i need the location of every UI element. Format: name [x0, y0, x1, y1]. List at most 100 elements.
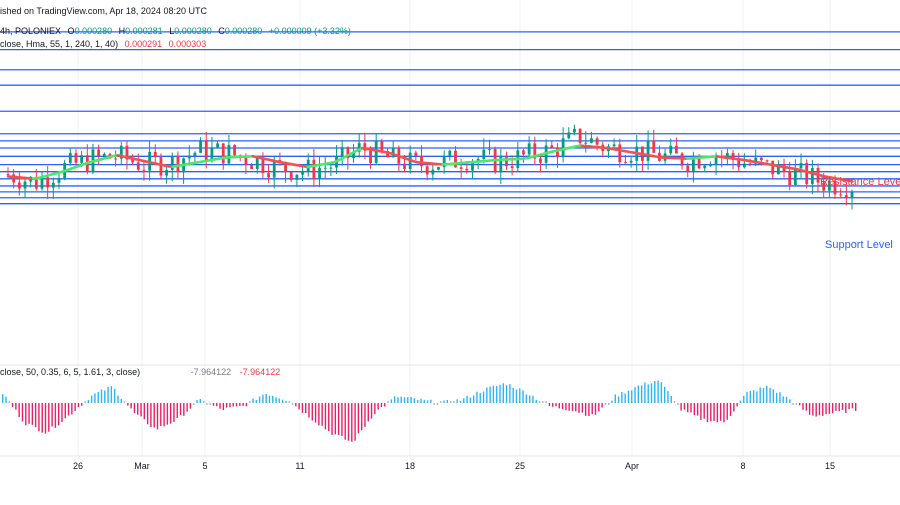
- histogram-bar: [713, 403, 714, 421]
- histogram-bar: [272, 396, 273, 403]
- histogram-bar: [657, 380, 658, 403]
- histogram-bar: [536, 400, 537, 403]
- candle-body: [550, 145, 553, 147]
- publish-line: ished on TradingView.com, Apr 18, 2024 0…: [0, 6, 207, 16]
- histogram-bar: [815, 403, 816, 417]
- candle-body: [431, 170, 434, 175]
- histogram-bar: [611, 401, 612, 403]
- histogram-bar: [180, 403, 181, 415]
- histogram-bar: [114, 389, 115, 403]
- histogram-bar: [848, 403, 849, 409]
- histogram-bar: [351, 403, 352, 442]
- candle-body: [324, 168, 327, 169]
- histogram-bar: [690, 403, 691, 412]
- histogram-bar: [219, 403, 220, 409]
- candle-body: [511, 166, 514, 168]
- histogram-bar: [565, 403, 566, 410]
- histogram-bar: [279, 398, 280, 403]
- candle-body: [177, 156, 180, 173]
- histogram-bar: [226, 403, 227, 408]
- histogram-bar: [697, 403, 698, 416]
- histogram-bar: [595, 403, 596, 415]
- histogram-bar: [578, 403, 579, 413]
- histogram-bar: [239, 403, 240, 406]
- histogram-bar: [773, 389, 774, 403]
- histogram-bar: [694, 403, 695, 415]
- candle-body: [800, 163, 803, 168]
- histogram-bar: [552, 403, 553, 407]
- histogram-bar: [440, 401, 441, 403]
- histogram-bar: [717, 403, 718, 422]
- histogram-bar: [542, 401, 543, 403]
- histogram-bar: [433, 403, 434, 405]
- candle-body: [845, 195, 848, 198]
- candle-body: [692, 158, 695, 171]
- histogram-bar: [206, 403, 207, 405]
- histogram-bar: [101, 389, 102, 403]
- histogram-bar: [532, 396, 533, 403]
- histogram-bar: [832, 403, 833, 413]
- histogram-bar: [763, 388, 764, 403]
- histogram-bar: [335, 403, 336, 434]
- histogram-bar: [391, 399, 392, 403]
- histogram-bar: [397, 397, 398, 403]
- histogram-bar: [259, 397, 260, 403]
- candle-body: [805, 163, 808, 184]
- histogram-bar: [200, 399, 201, 403]
- histogram-bar: [196, 400, 197, 403]
- histogram-bar: [289, 401, 290, 403]
- candle-body: [103, 154, 106, 156]
- x-tick-label: Apr: [625, 461, 639, 471]
- histogram-bar: [246, 403, 247, 406]
- candle-body: [7, 174, 10, 175]
- histogram-bar: [183, 403, 184, 416]
- histogram-bar: [654, 381, 655, 403]
- histogram-bar: [493, 386, 494, 403]
- histogram-bar: [55, 403, 56, 428]
- candle-body: [52, 183, 55, 188]
- histogram-bar: [516, 390, 517, 403]
- histogram-bar: [22, 403, 23, 421]
- histogram-bar: [269, 396, 270, 403]
- histogram-bar: [750, 391, 751, 403]
- histogram-bar: [829, 403, 830, 414]
- histogram-bar: [799, 403, 800, 405]
- histogram-bar: [769, 388, 770, 403]
- candle-body: [851, 192, 854, 198]
- histogram-bar: [575, 403, 576, 411]
- candle-body: [737, 160, 740, 167]
- x-tick-label: 25: [515, 461, 525, 471]
- histogram-bar: [84, 401, 85, 403]
- histogram-bar: [15, 403, 16, 410]
- x-tick-label: Mar: [134, 461, 150, 471]
- histogram-bar: [456, 399, 457, 403]
- histogram-bar: [427, 400, 428, 403]
- histogram-bar: [740, 401, 741, 403]
- histogram-bar: [572, 403, 573, 411]
- histogram-bar: [759, 388, 760, 403]
- histogram-bar: [9, 401, 10, 403]
- candle-body: [380, 141, 383, 151]
- histogram-bar: [91, 395, 92, 403]
- histogram-bar: [437, 403, 438, 405]
- histogram-bar: [443, 401, 444, 403]
- histogram-bar: [157, 403, 158, 429]
- histogram-bar: [173, 403, 174, 422]
- histogram-bar: [25, 403, 26, 425]
- hma-indicator-line: close, Hma, 55, 1, 240, 1, 40) 0.000291 …: [0, 39, 206, 49]
- candle-body: [618, 144, 621, 162]
- histogram-bar: [150, 403, 151, 427]
- histogram-bar: [588, 403, 589, 416]
- histogram-bar: [387, 401, 388, 403]
- histogram-bar: [674, 401, 675, 403]
- candle-body: [698, 158, 701, 168]
- histogram-bar: [539, 401, 540, 403]
- histogram-bar: [167, 403, 168, 425]
- candle-body: [273, 160, 276, 177]
- histogram-bar: [127, 403, 128, 406]
- candle-body: [205, 140, 208, 160]
- histogram-bar: [710, 403, 711, 421]
- histogram-bar: [209, 403, 210, 405]
